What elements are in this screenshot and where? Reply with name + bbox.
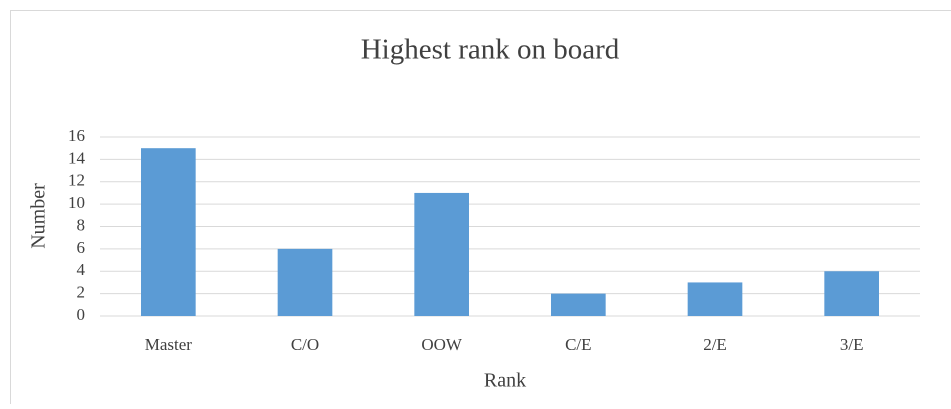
bar: [414, 193, 469, 316]
bar: [688, 282, 743, 316]
y-tick-label: 4: [77, 260, 86, 279]
y-tick-label: 8: [77, 215, 86, 234]
x-tick-label: C/O: [291, 335, 319, 354]
y-tick-label: 0: [77, 305, 86, 324]
x-tick-label: OOW: [421, 335, 463, 354]
y-tick-label: 16: [68, 126, 85, 145]
bar: [551, 294, 606, 316]
x-tick-label: Master: [145, 335, 193, 354]
bar: [824, 271, 879, 316]
y-tick-label: 10: [68, 193, 85, 212]
x-tick-label: C/E: [565, 335, 591, 354]
chart-title: Highest rank on board: [361, 34, 620, 66]
y-tick-label: 2: [77, 283, 86, 302]
bar: [141, 148, 196, 316]
x-tick-label: 2/E: [703, 335, 727, 354]
bar: [278, 249, 333, 316]
x-tick-label: 3/E: [840, 335, 864, 354]
y-axis-label: Number: [28, 183, 50, 249]
y-tick-label: 14: [68, 148, 86, 167]
y-tick-label: 6: [77, 238, 86, 257]
x-axis-label: Rank: [484, 370, 526, 392]
y-tick-label: 12: [68, 171, 85, 190]
